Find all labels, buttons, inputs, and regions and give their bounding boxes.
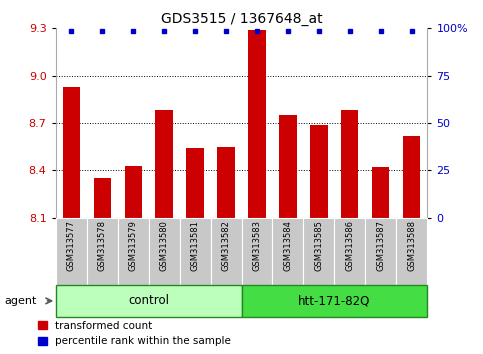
Bar bbox=[242, 285, 427, 317]
Text: GSM313578: GSM313578 bbox=[98, 220, 107, 271]
Bar bbox=[186, 148, 203, 218]
Text: GSM313586: GSM313586 bbox=[345, 220, 355, 271]
Text: GSM313585: GSM313585 bbox=[314, 220, 324, 270]
Text: GSM313580: GSM313580 bbox=[159, 220, 169, 270]
Legend: transformed count, percentile rank within the sample: transformed count, percentile rank withi… bbox=[34, 317, 235, 350]
Bar bbox=[242, 218, 272, 285]
Bar bbox=[272, 218, 303, 285]
Bar bbox=[341, 110, 358, 218]
Bar bbox=[248, 30, 266, 218]
Bar bbox=[62, 87, 80, 218]
Bar bbox=[397, 218, 427, 285]
Bar bbox=[403, 136, 421, 218]
Bar bbox=[180, 218, 211, 285]
Bar bbox=[217, 147, 235, 218]
Bar bbox=[311, 125, 327, 218]
Bar bbox=[94, 178, 111, 218]
Text: GSM313581: GSM313581 bbox=[190, 220, 199, 270]
Text: GSM313577: GSM313577 bbox=[67, 220, 75, 271]
Text: GSM313579: GSM313579 bbox=[128, 220, 138, 270]
Bar bbox=[366, 218, 397, 285]
Bar bbox=[86, 218, 117, 285]
Text: agent: agent bbox=[5, 296, 37, 306]
Bar bbox=[56, 285, 242, 317]
Bar bbox=[56, 218, 86, 285]
Text: GSM313582: GSM313582 bbox=[222, 220, 230, 270]
Text: control: control bbox=[128, 295, 169, 307]
Bar bbox=[125, 166, 142, 218]
Bar bbox=[372, 167, 389, 218]
Bar bbox=[280, 115, 297, 218]
Bar bbox=[149, 218, 180, 285]
Bar bbox=[156, 110, 172, 218]
Text: htt-171-82Q: htt-171-82Q bbox=[298, 295, 370, 307]
Bar bbox=[117, 218, 149, 285]
Bar bbox=[211, 218, 242, 285]
Text: GSM313583: GSM313583 bbox=[253, 220, 261, 271]
Bar bbox=[334, 218, 366, 285]
Title: GDS3515 / 1367648_at: GDS3515 / 1367648_at bbox=[161, 12, 322, 26]
Text: GSM313584: GSM313584 bbox=[284, 220, 293, 270]
Text: GSM313588: GSM313588 bbox=[408, 220, 416, 271]
Text: GSM313587: GSM313587 bbox=[376, 220, 385, 271]
Bar bbox=[303, 218, 334, 285]
